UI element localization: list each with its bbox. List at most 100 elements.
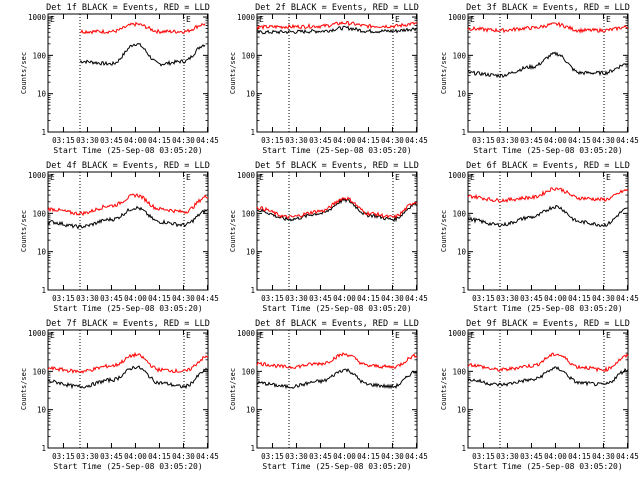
x-tick-label: 03:45 [100,294,123,303]
x-tick-label: 03:45 [309,452,332,461]
plot-frame [256,13,418,133]
x-tick-label: 04:00 [544,452,567,461]
y-tick-label: 100 [241,367,255,376]
y-tick-label: 1000 [237,171,256,180]
x-tick-label: 04:30 [172,452,195,461]
plot-frame [467,13,629,133]
marker-e-left: E [50,331,55,340]
y-tick-label: 100 [452,367,466,376]
x-tick-label: 04:15 [148,136,171,145]
x-tick-label: 03:30 [76,452,99,461]
x-axis-label: Start Time (25-Sep-08 03:05:20) [262,146,411,155]
x-tick-label: 04:45 [196,452,219,461]
y-tick-label: 10 [246,248,256,257]
plot-frame [47,13,209,133]
x-axis-label: Start Time (25-Sep-08 03:05:20) [53,462,202,471]
y-axis-label: Counts/sec [229,210,237,252]
x-tick-label: 04:30 [381,452,404,461]
x-tick-label: 03:15 [472,294,495,303]
x-tick-label: 04:45 [405,136,428,145]
x-tick-label: 03:45 [309,136,332,145]
x-tick-label: 04:15 [357,294,380,303]
marker-e-left: E [50,173,55,182]
marker-e-right: E [186,15,191,24]
marker-e-left: E [259,331,264,340]
x-tick-label: 04:45 [616,136,639,145]
x-tick-label: 03:30 [285,452,308,461]
x-tick-label: 03:30 [76,136,99,145]
events-series-line [79,42,206,67]
x-tick-label: 04:00 [124,294,147,303]
y-axis-label: Counts/sec [440,52,448,94]
x-tick-label: 03:45 [309,294,332,303]
x-tick-label: 04:45 [196,136,219,145]
lld-series-line [47,351,209,374]
lld-series-line [467,21,629,34]
y-tick-label: 1000 [237,329,256,338]
events-series-line [47,365,209,390]
panel-title: Det 9f BLACK = Events, RED = LLD [466,319,630,329]
lld-series-line [79,21,206,35]
plot-frame [467,171,629,291]
y-tick-label: 10 [37,90,47,99]
plot-frame [467,329,629,449]
x-tick-label: 04:15 [357,136,380,145]
x-tick-label: 04:00 [124,452,147,461]
x-axis-label: Start Time (25-Sep-08 03:05:20) [262,304,411,313]
x-tick-label: 04:45 [405,452,428,461]
panel-title: Det 2f BLACK = Events, RED = LLD [255,3,419,13]
events-series-line [256,25,418,35]
x-tick-label: 03:30 [496,294,519,303]
y-tick-label: 100 [241,209,255,218]
y-tick-label: 1000 [28,329,47,338]
detector-panel: Det 8f BLACK = Events, RED = LLD 1 10 100 10… [229,319,428,471]
x-tick-label: 04:45 [616,452,639,461]
x-tick-label: 04:15 [148,294,171,303]
events-series-line [467,51,629,79]
x-tick-label: 04:45 [616,294,639,303]
y-tick-label: 100 [32,209,46,218]
x-tick-label: 03:15 [472,452,495,461]
detector-panel: Det 3f BLACK = Events, RED = LLD 1 10 100 10… [440,3,639,155]
marker-e-left: E [470,15,475,24]
x-tick-label: 03:15 [52,452,75,461]
events-series-line [467,204,629,228]
marker-e-left: E [470,173,475,182]
events-series-line [467,366,629,387]
plot-frame [47,171,209,291]
x-tick-label: 04:30 [592,294,615,303]
x-tick-label: 03:30 [496,452,519,461]
lld-series-line [47,193,209,217]
x-tick-label: 03:45 [520,452,543,461]
x-tick-label: 03:45 [100,452,123,461]
x-tick-label: 04:30 [592,452,615,461]
y-tick-label: 100 [452,209,466,218]
y-tick-label: 1 [461,128,466,137]
x-tick-label: 04:00 [333,452,356,461]
lld-series-line [256,352,418,370]
y-tick-label: 1000 [28,171,47,180]
lld-series-line [256,196,418,220]
x-tick-label: 04:15 [568,136,591,145]
marker-e-right: E [186,331,191,340]
panel-title: Det 8f BLACK = Events, RED = LLD [255,319,419,329]
y-axis-label: Counts/sec [20,368,28,410]
events-series-line [47,205,209,230]
events-series-line [256,368,418,390]
x-tick-label: 03:15 [52,136,75,145]
panel-title: Det 5f BLACK = Events, RED = LLD [255,161,419,171]
detector-panel: Det 2f BLACK = Events, RED = LLD 1 10 100 10… [229,3,428,155]
y-tick-label: 10 [37,406,47,415]
x-tick-label: 04:30 [592,136,615,145]
marker-e-right: E [395,15,400,24]
x-tick-label: 04:15 [568,452,591,461]
x-tick-label: 04:30 [172,294,195,303]
y-tick-label: 1 [41,444,46,453]
x-tick-label: 03:30 [285,294,308,303]
y-axis-label: Counts/sec [20,52,28,94]
y-tick-label: 1 [250,444,255,453]
x-tick-label: 03:15 [52,294,75,303]
marker-e-left: E [259,15,264,24]
detector-panel: Det 9f BLACK = Events, RED = LLD 1 10 100 10… [440,319,639,471]
